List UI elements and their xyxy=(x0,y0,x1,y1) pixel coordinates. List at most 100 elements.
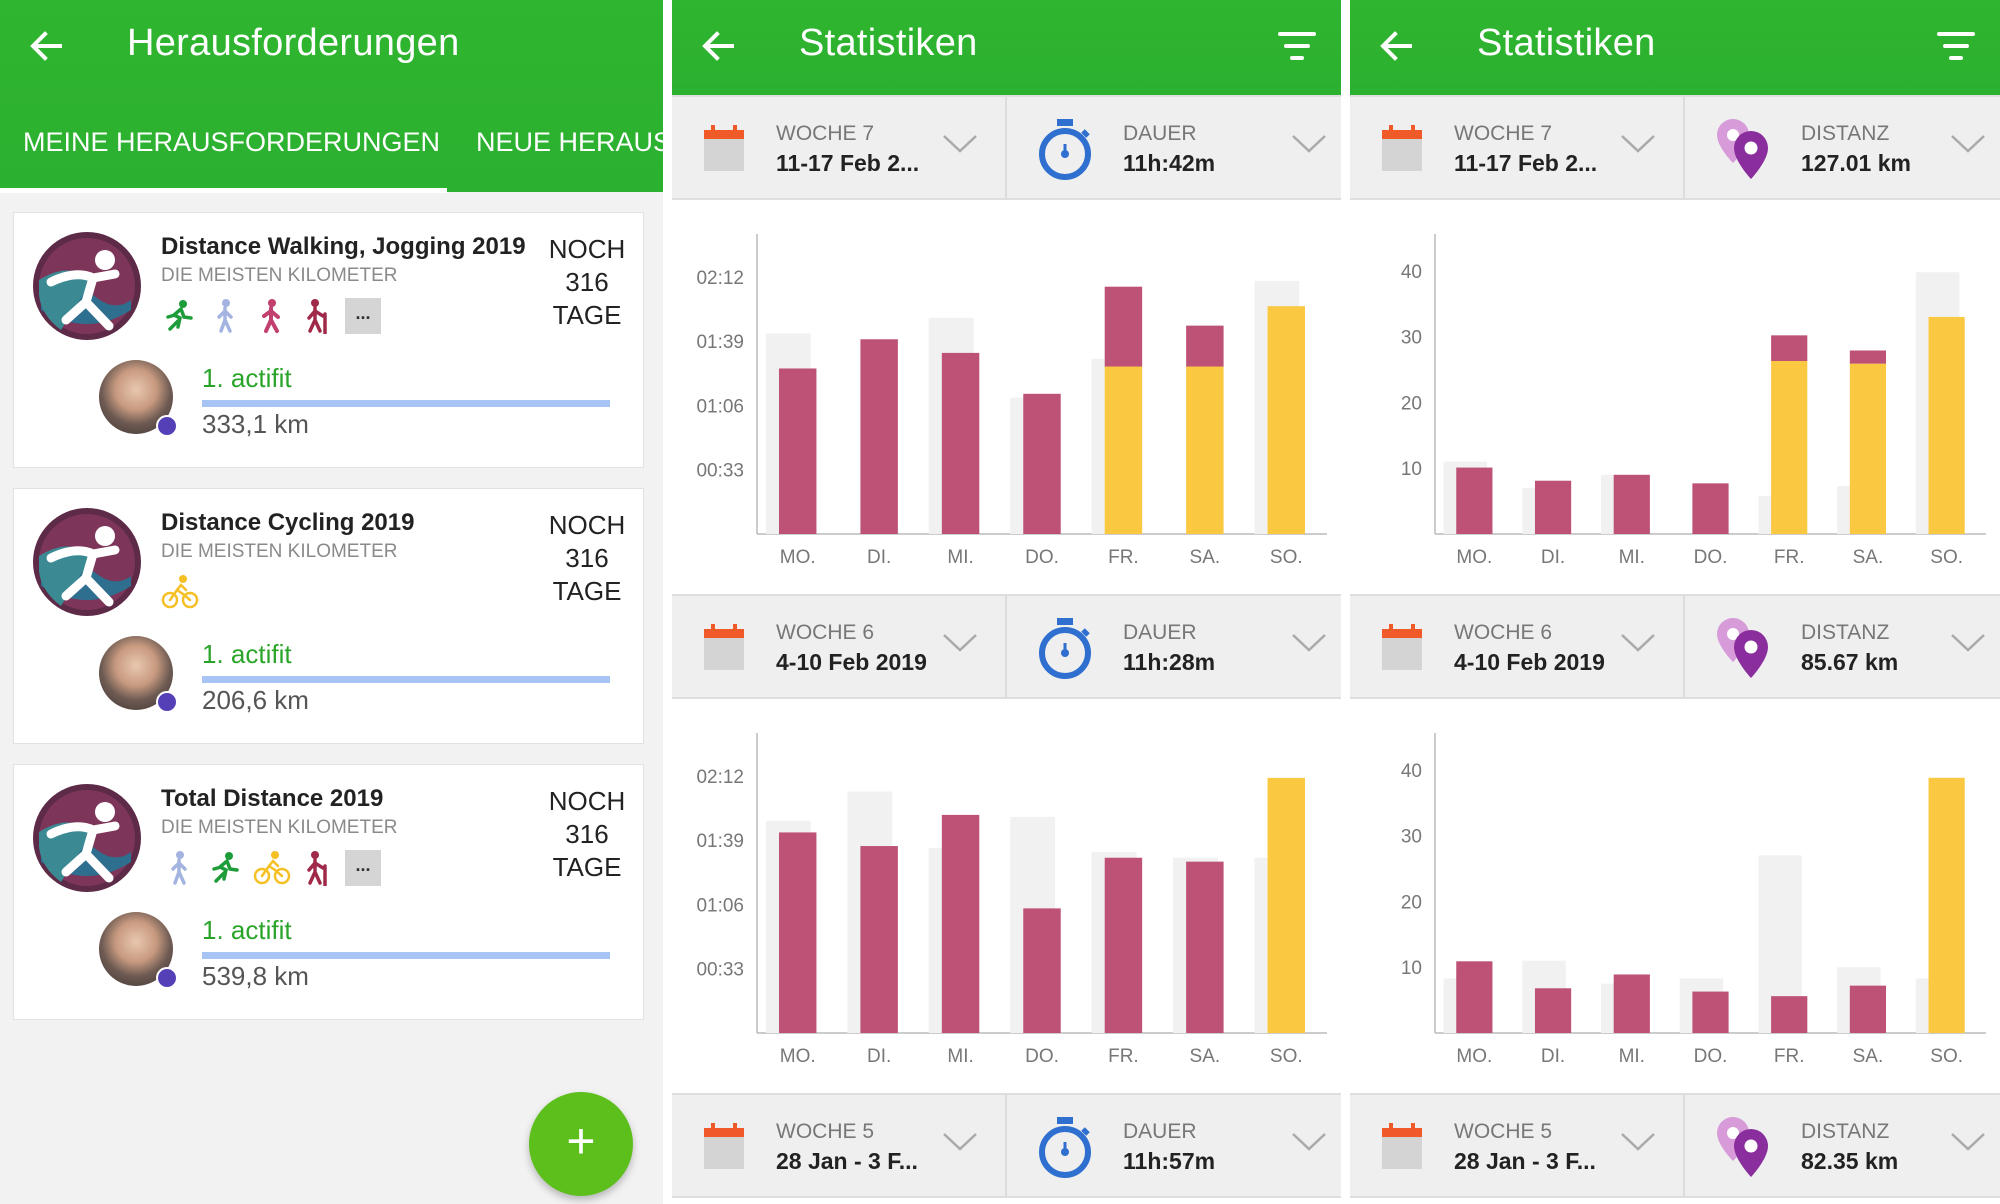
week-range: 4-10 Feb 2019 xyxy=(1454,649,1605,675)
leader-rank[interactable]: 1. actifit xyxy=(202,639,292,669)
week-label: WOCHE 7 xyxy=(1454,122,1553,145)
page-title: Statistiken xyxy=(799,22,978,64)
divider xyxy=(1683,97,1685,198)
more-sports-button[interactable]: ... xyxy=(345,850,381,886)
metric-dropdown-chevron-icon[interactable] xyxy=(1291,632,1327,654)
week-header: WOCHE 6 4-10 Feb 2019 DAUER 11h:28m xyxy=(672,594,1341,699)
calendar-icon xyxy=(703,623,745,671)
more-sports-button[interactable]: ... xyxy=(345,298,381,334)
metric-label: DAUER xyxy=(1123,1120,1197,1143)
leader-distance: 333,1 km xyxy=(202,409,309,439)
days-remaining-label: NOCH xyxy=(548,510,626,540)
metric-dropdown-chevron-icon[interactable] xyxy=(1291,1131,1327,1153)
leader-distance: 206,6 km xyxy=(202,685,309,715)
statistics-duration-screen: Statistiken WOCHE 7 11-17 Feb 2... DAUER… xyxy=(672,0,1341,1204)
calendar-icon xyxy=(703,1122,745,1170)
bar-magenta xyxy=(1692,483,1729,534)
bar-yellow xyxy=(1104,366,1143,534)
week-dropdown-chevron-icon[interactable] xyxy=(942,1131,978,1153)
leader-rank[interactable]: 1. actifit xyxy=(202,363,292,393)
leader-rank[interactable]: 1. actifit xyxy=(202,915,292,945)
calendar-icon xyxy=(703,124,745,172)
metric-dropdown-chevron-icon[interactable] xyxy=(1291,133,1327,155)
bar-magenta xyxy=(1186,861,1224,1033)
divider xyxy=(1005,97,1007,198)
rank-badge-icon xyxy=(156,967,178,989)
week-dropdown-chevron-icon[interactable] xyxy=(942,133,978,155)
chart-canvas: 00:33 01:06 01:39 02:12 MO. DI. MI. DO. FR. SA. SO… xyxy=(696,733,1327,1067)
metric-value: 82.35 km xyxy=(1801,1148,1899,1174)
y-tick-label: 40 xyxy=(1401,761,1422,782)
challenge-title: Distance Walking, Jogging 2019 xyxy=(161,233,526,260)
progress-bar xyxy=(202,400,610,407)
bar-magenta xyxy=(941,814,980,1033)
bar-magenta xyxy=(1534,988,1572,1033)
avatar[interactable] xyxy=(99,636,178,713)
week-header: WOCHE 7 11-17 Feb 2... DISTANZ 127.01 km xyxy=(1350,95,2000,200)
bar-chart: 10 20 30 40 MO. DI. MI. DO. FR. SA. SO. xyxy=(1350,202,2000,594)
rank-badge-icon xyxy=(156,691,178,713)
y-tick-label: 00:33 xyxy=(696,960,744,981)
challenge-card[interactable]: Distance Cycling 2019 DIE MEISTEN KILOME… xyxy=(13,488,644,744)
calendar-icon xyxy=(1381,124,1423,172)
bar-magenta xyxy=(860,846,898,1033)
back-arrow-icon[interactable] xyxy=(26,26,66,66)
metric-dropdown-chevron-icon[interactable] xyxy=(1950,1131,1986,1153)
back-arrow-icon[interactable] xyxy=(698,26,738,66)
avatar[interactable] xyxy=(99,360,178,437)
bar-magenta xyxy=(1849,985,1887,1033)
tab-my-challenges[interactable]: MEINE HERAUSFORDERUNGEN xyxy=(23,127,441,157)
days-remaining: NOCH 316 TAGE xyxy=(547,233,627,332)
x-tick-label: SA. xyxy=(1190,547,1221,568)
divider xyxy=(1683,596,1685,697)
location-pins-icon xyxy=(1715,1115,1771,1179)
progress-bar xyxy=(202,676,610,683)
chart-canvas: 10 20 30 40 MO. DI. MI. DO. FR. SA. SO. xyxy=(1401,234,1986,568)
add-challenge-button[interactable]: + xyxy=(529,1092,633,1196)
tab-new-challenges[interactable]: NEUE HERAUSF xyxy=(476,127,663,157)
challenge-subtitle: DIE MEISTEN KILOMETER xyxy=(161,817,398,838)
bar-yellow xyxy=(1928,316,1965,534)
bar-magenta xyxy=(1849,350,1887,364)
challenge-card[interactable]: Total Distance 2019 DIE MEISTEN KILOMETE… xyxy=(13,764,644,1020)
week-dropdown-chevron-icon[interactable] xyxy=(942,632,978,654)
page-title: Statistiken xyxy=(1477,22,1656,64)
stopwatch-icon xyxy=(1037,616,1093,680)
x-tick-label: SO. xyxy=(1270,547,1303,568)
bar-yellow xyxy=(1267,306,1306,534)
back-arrow-icon[interactable] xyxy=(1376,26,1416,66)
x-tick-label: MO. xyxy=(780,1046,816,1067)
week-dropdown-chevron-icon[interactable] xyxy=(1620,1131,1656,1153)
divider xyxy=(1005,596,1007,697)
y-tick-label: 02:12 xyxy=(696,268,744,289)
metric-label: DAUER xyxy=(1123,122,1197,145)
week-label: WOCHE 7 xyxy=(776,122,875,145)
metric-value: 127.01 km xyxy=(1801,150,1911,176)
bar-magenta xyxy=(1104,857,1143,1033)
metric-dropdown-chevron-icon[interactable] xyxy=(1950,632,1986,654)
filter-icon[interactable] xyxy=(1936,29,1976,63)
days-remaining-unit: TAGE xyxy=(552,852,622,882)
filter-icon[interactable] xyxy=(1277,29,1317,63)
stopwatch-icon xyxy=(1037,117,1093,181)
x-tick-label: DI. xyxy=(1541,1046,1565,1067)
week-dropdown-chevron-icon[interactable] xyxy=(1620,133,1656,155)
bar-magenta xyxy=(860,339,898,534)
bar-magenta xyxy=(1613,474,1650,534)
y-tick-label: 30 xyxy=(1401,827,1422,848)
app-bar: Statistiken xyxy=(672,0,1341,95)
bar-magenta xyxy=(1456,467,1493,534)
y-tick-label: 20 xyxy=(1401,393,1422,414)
week-dropdown-chevron-icon[interactable] xyxy=(1620,632,1656,654)
bar-chart: 10 20 30 40 MO. DI. MI. DO. FR. SA. SO. xyxy=(1350,701,2000,1093)
statistics-distance-screen: Statistiken WOCHE 7 11-17 Feb 2... DISTA… xyxy=(1350,0,2000,1204)
calendar-icon xyxy=(1381,623,1423,671)
avatar[interactable] xyxy=(99,912,178,989)
days-remaining-unit: TAGE xyxy=(552,300,622,330)
challenge-card[interactable]: Distance Walking, Jogging 2019 DIE MEIST… xyxy=(13,212,644,468)
calendar-icon xyxy=(1381,1122,1423,1170)
week-range: 28 Jan - 3 F... xyxy=(776,1148,918,1174)
bar-magenta xyxy=(1692,991,1729,1033)
metric-dropdown-chevron-icon[interactable] xyxy=(1950,133,1986,155)
week-label: WOCHE 5 xyxy=(1454,1120,1553,1143)
